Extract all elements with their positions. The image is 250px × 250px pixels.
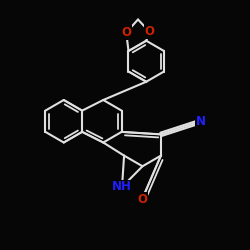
Text: O: O: [144, 25, 154, 38]
Text: NH: NH: [112, 180, 132, 194]
Text: O: O: [121, 26, 131, 39]
Text: O: O: [137, 193, 147, 206]
Text: N: N: [196, 115, 206, 128]
